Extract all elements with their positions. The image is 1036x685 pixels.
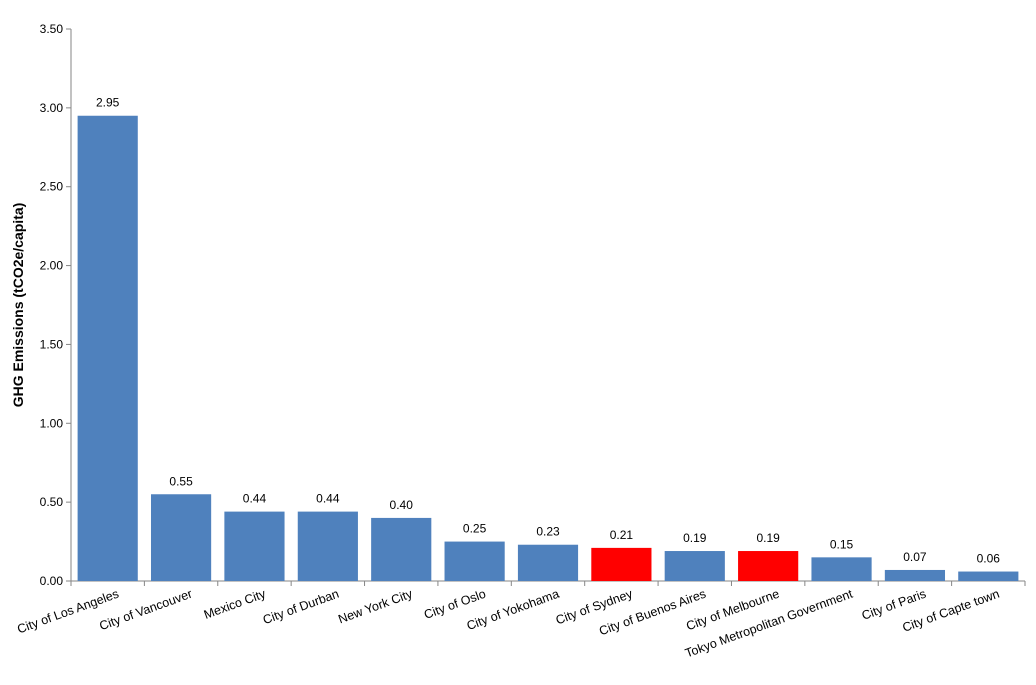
data-label: 0.06 <box>977 552 1001 566</box>
bar <box>371 517 432 581</box>
data-label: 0.25 <box>463 522 487 536</box>
y-tick-label: 2.00 <box>40 259 64 273</box>
data-label: 0.44 <box>243 492 267 506</box>
data-label: 0.19 <box>683 531 707 545</box>
data-label: 0.07 <box>903 550 927 564</box>
data-label: 0.15 <box>830 537 854 551</box>
bars <box>77 115 1019 581</box>
bar <box>517 544 579 581</box>
data-label: 0.23 <box>536 525 560 539</box>
bar <box>884 569 946 581</box>
y-tick-label: 0.50 <box>40 495 64 509</box>
x-axis <box>70 580 1026 586</box>
category-label: New York City <box>336 586 415 626</box>
bar <box>591 547 652 581</box>
data-label: 0.44 <box>316 492 340 506</box>
data-label: 0.40 <box>390 498 414 512</box>
category-label: Mexico City <box>202 586 268 622</box>
bar <box>224 511 285 581</box>
bar <box>77 115 138 581</box>
y-tick-label: 1.50 <box>40 337 64 351</box>
category-label: City of Durban <box>261 587 341 627</box>
bar <box>664 551 725 581</box>
data-label: 0.55 <box>169 474 193 488</box>
bar <box>811 557 872 581</box>
y-tick-label: 3.50 <box>40 22 64 36</box>
data-label: 0.21 <box>610 528 634 542</box>
bar <box>444 541 505 581</box>
y-tick-label: 1.00 <box>40 416 64 430</box>
data-label: 0.19 <box>756 531 780 545</box>
y-axis: 0.00 0.50 1.00 1.50 2.00 2.50 3.00 3.50 <box>40 22 72 588</box>
y-tick-label: 3.00 <box>40 101 64 115</box>
y-tick-label: 2.50 <box>40 180 64 194</box>
bar <box>958 571 1019 581</box>
bar <box>738 551 799 581</box>
y-tick-label: 0.00 <box>40 574 64 588</box>
y-axis-title: GHG Emissions (tCO2e/capita) <box>10 203 26 408</box>
data-label: 2.95 <box>96 96 120 110</box>
bar <box>150 494 212 581</box>
bar <box>297 511 358 581</box>
data-labels: 2.95 0.55 0.44 0.44 0.40 0.25 0.23 0.21 0.19 0.19… <box>96 96 1000 566</box>
